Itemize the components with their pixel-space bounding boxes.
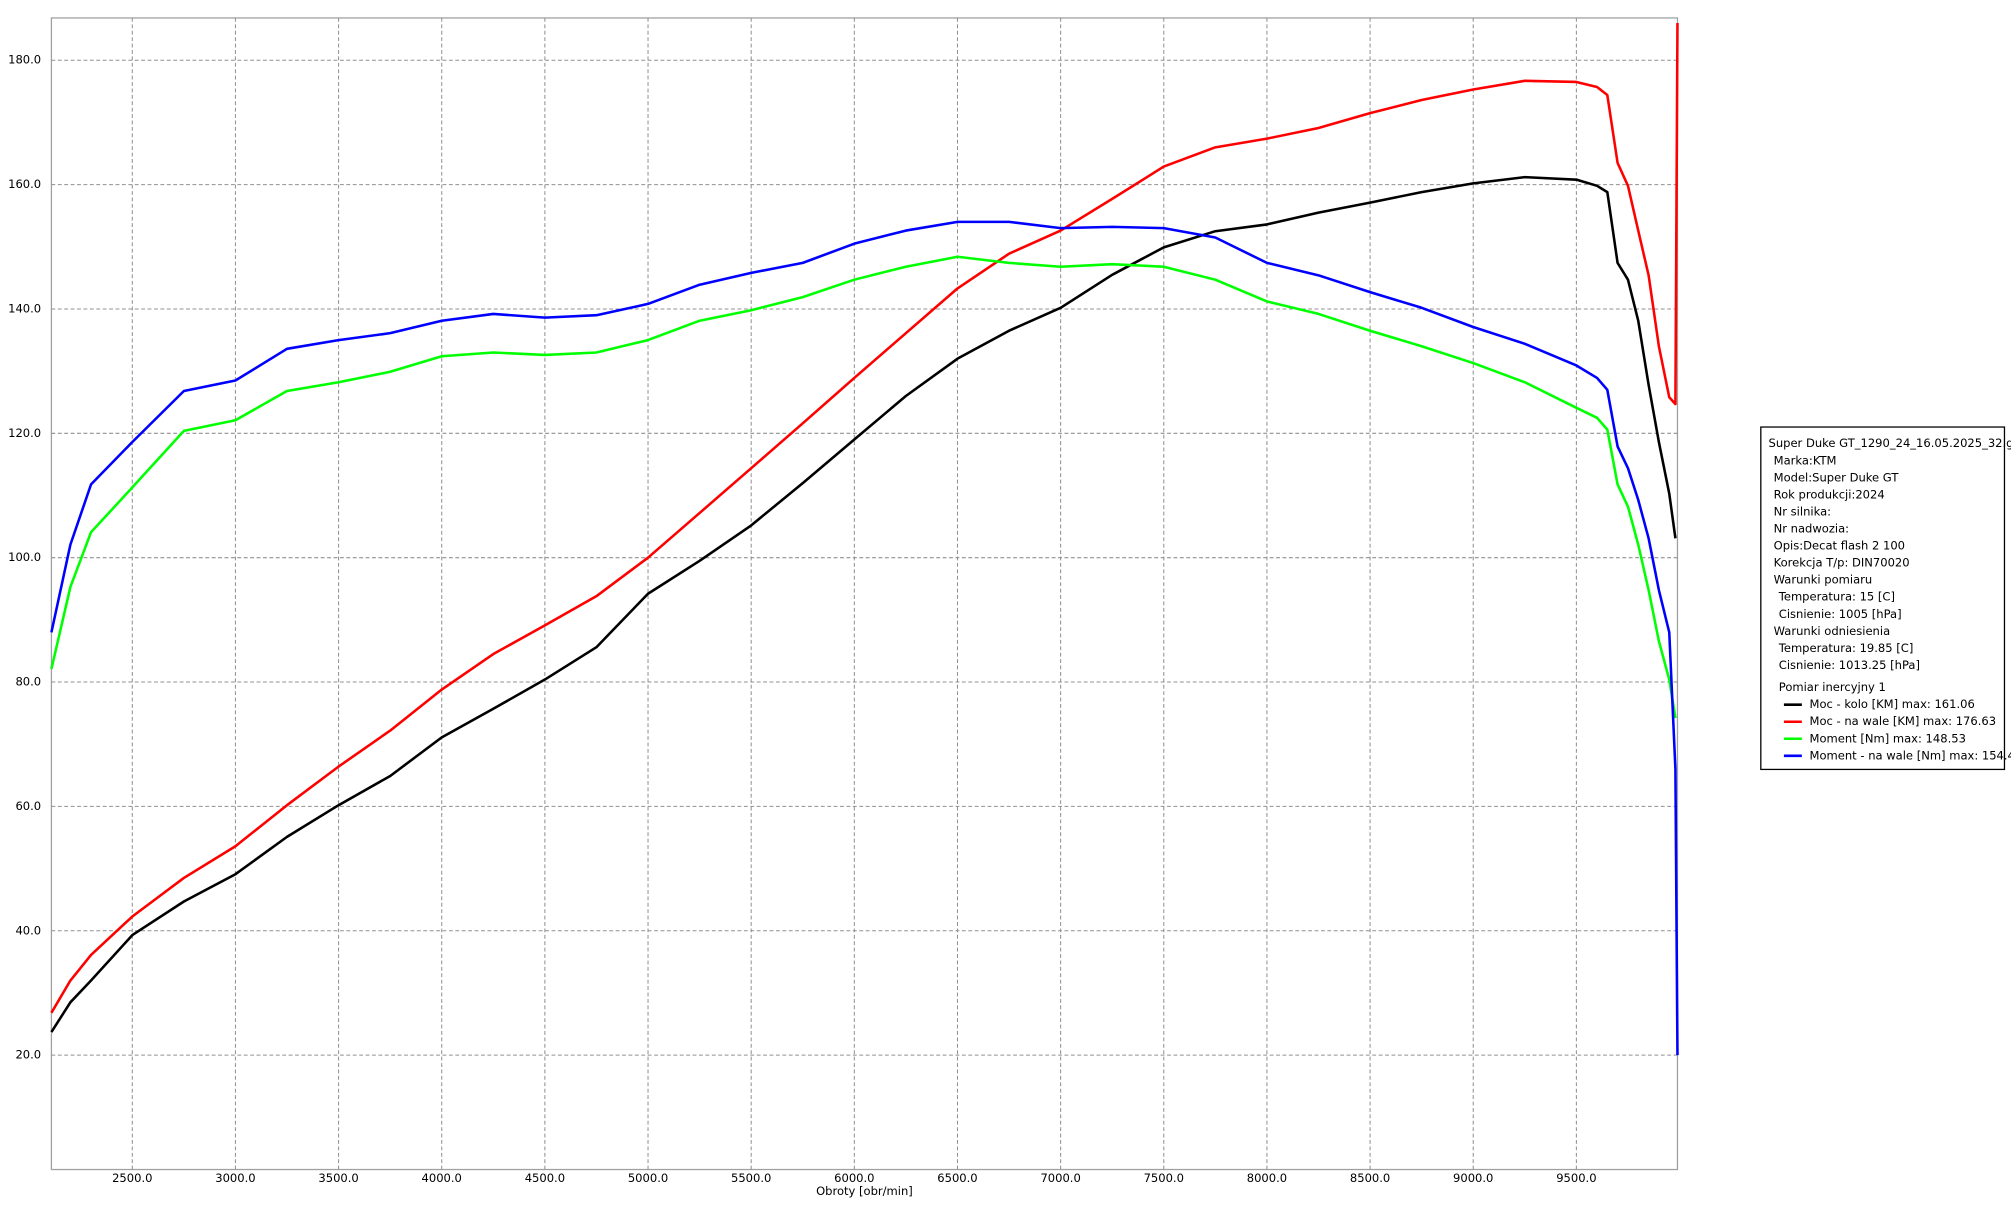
legend-entry: Moment - na wale [Nm] max: 154.40 xyxy=(1810,748,2011,762)
y-tick-label: 60.0 xyxy=(15,799,41,813)
x-tick-label: 3000.0 xyxy=(215,1171,255,1185)
x-tick-label: 5000.0 xyxy=(628,1171,668,1185)
legend-entry: Moment [Nm] max: 148.53 xyxy=(1810,731,1966,745)
lines xyxy=(50,22,1679,1056)
legend-info: Temperatura: 15 [C] xyxy=(1778,590,1895,604)
data-line xyxy=(50,220,1679,1056)
y-tick-label: 120.0 xyxy=(8,426,41,440)
x-tick-label: 2500.0 xyxy=(112,1171,152,1185)
x-tick-label: 9500.0 xyxy=(1556,1171,1596,1185)
plot-area xyxy=(50,17,1679,1171)
x-tick-label: 6500.0 xyxy=(937,1171,977,1185)
y-tick-label: 160.0 xyxy=(8,177,41,191)
x-tick-label: 4000.0 xyxy=(422,1171,462,1185)
y-tick-label: 180.0 xyxy=(8,53,41,67)
x-tick-label: 8500.0 xyxy=(1350,1171,1390,1185)
x-tick-label: 8000.0 xyxy=(1247,1171,1287,1185)
y-tick-label: 140.0 xyxy=(8,301,41,315)
legend-box xyxy=(1760,426,2006,771)
x-tick-label: 5500.0 xyxy=(731,1171,771,1185)
legend-info: Warunki odniesienia xyxy=(1774,624,1890,638)
legend-info: Rok produkcji:2024 xyxy=(1774,487,1885,501)
legend-info: Nr silnika: xyxy=(1774,504,1831,518)
legend-info: Model:Super Duke GT xyxy=(1774,470,1900,484)
legend-info: Warunki pomiaru xyxy=(1774,573,1873,587)
legend-info: Opis:Decat flash 2 100 xyxy=(1774,539,1905,553)
y-tick-label: 20.0 xyxy=(15,1048,41,1062)
legend-entry: Moc - na wale [KM] max: 176.63 xyxy=(1810,714,1997,728)
x-tick-label: 7500.0 xyxy=(1144,1171,1184,1185)
y-tick-label: 80.0 xyxy=(15,675,41,689)
data-line xyxy=(50,22,1679,1014)
legend-info: Pomiar inercyjny 1 xyxy=(1779,680,1886,694)
y-tick-label: 40.0 xyxy=(15,923,41,937)
legend-info: Temperatura: 19.85 [C] xyxy=(1778,641,1914,655)
x-tick-label: 6000.0 xyxy=(834,1171,874,1185)
legend-info: Marka:KTM xyxy=(1774,453,1837,467)
x-tick-label: 4500.0 xyxy=(525,1171,565,1185)
x-tick-label: 3500.0 xyxy=(318,1171,358,1185)
data-line xyxy=(50,255,1677,719)
data-line xyxy=(50,175,1677,1033)
legend-info: Cisnienie: 1013.25 [hPa] xyxy=(1779,658,1920,672)
legend-info: Super Duke GT_1290_24_16.05.2025_32.gxml xyxy=(1769,436,2011,450)
x-tick-label: 7000.0 xyxy=(1040,1171,1080,1185)
x-tick-label: 9000.0 xyxy=(1453,1171,1493,1185)
legend-info: Nr nadwozia: xyxy=(1774,521,1849,535)
y-tick-label: 100.0 xyxy=(8,550,41,564)
legend: Super Duke GT_1290_24_16.05.2025_32.gxml… xyxy=(1769,436,2011,762)
legend-info: Korekcja T/p: DIN70020 xyxy=(1774,556,1910,570)
legend-entry: Moc - kolo [KM] max: 161.06 xyxy=(1810,697,1975,711)
grid xyxy=(51,17,1678,1170)
legend-info: Cisnienie: 1005 [hPa] xyxy=(1779,607,1902,621)
x-axis-label: Obroty [obr/min] xyxy=(816,1184,913,1198)
